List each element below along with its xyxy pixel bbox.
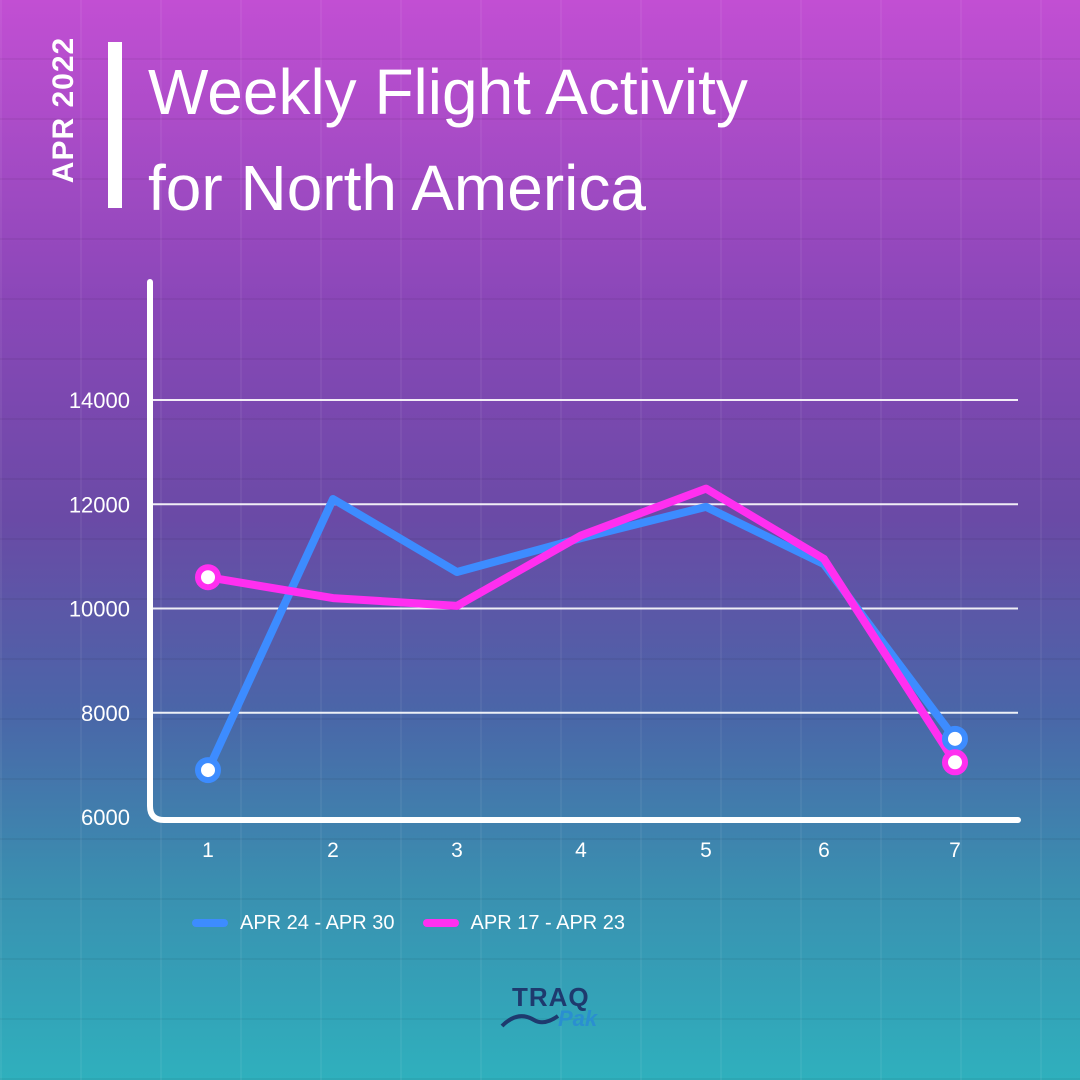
y-tick-label: 10000 xyxy=(69,597,130,622)
legend-swatch-magenta xyxy=(422,919,459,927)
y-tick-label: 12000 xyxy=(69,492,130,517)
y-tick-label: 14000 xyxy=(69,388,130,413)
legend-item-magenta: APR 17 - APR 23 xyxy=(422,911,626,935)
legend-label-blue: APR 24 - APR 30 xyxy=(240,911,395,934)
traqpak-logo: TRAQ Pak xyxy=(500,982,620,1042)
logo-text-traq: TRAQ xyxy=(512,982,590,1012)
data-point-magenta xyxy=(195,564,221,591)
y-tick-label: 6000 xyxy=(81,805,130,830)
x-tick-label: 3 xyxy=(451,839,463,862)
logo-text-pak: Pak xyxy=(558,1006,598,1031)
x-tick-label: 5 xyxy=(700,839,712,862)
x-tick-label: 2 xyxy=(327,839,339,862)
x-tick-label: 7 xyxy=(949,839,961,862)
y-tick-label: 8000 xyxy=(81,701,130,726)
x-tick-label: 6 xyxy=(818,839,830,862)
axis-line xyxy=(147,279,1021,823)
data-point-blue xyxy=(195,757,221,784)
legend-swatch-blue xyxy=(192,919,228,927)
data-point-blue xyxy=(942,725,968,752)
data-point-magenta xyxy=(942,749,968,776)
x-tick-label: 4 xyxy=(575,839,587,862)
series-line-magenta xyxy=(204,484,959,767)
legend-item-blue: APR 24 - APR 30 xyxy=(192,912,395,935)
page-title: Weekly Flight Activity for North America xyxy=(148,44,1048,236)
title-line-1: Weekly Flight Activity xyxy=(148,56,748,128)
x-tick-label: 1 xyxy=(202,839,214,862)
legend: APR 24 - APR 30 APR 17 - APR 23 xyxy=(192,908,653,938)
wave-icon xyxy=(500,1014,560,1028)
title-accent-bar xyxy=(108,42,122,208)
legend-label-magenta: APR 17 - APR 23 xyxy=(470,911,626,934)
title-line-2: for North America xyxy=(148,152,646,224)
